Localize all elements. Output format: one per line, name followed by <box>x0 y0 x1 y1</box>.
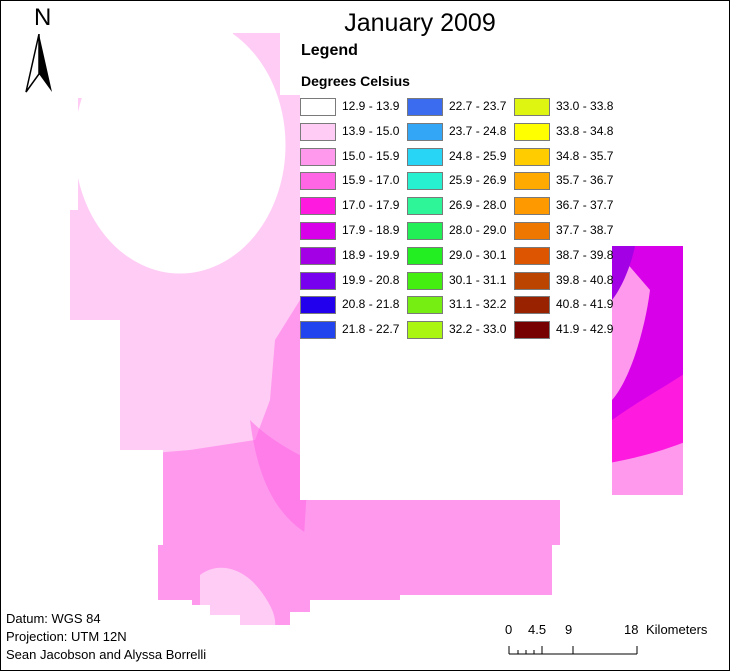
legend-label: 34.8 - 35.7 <box>556 148 614 163</box>
datum-text: Datum: WGS 84 <box>6 611 101 626</box>
legend-swatch <box>514 222 550 240</box>
legend-swatch <box>514 271 550 290</box>
legend-label: 33.0 - 33.8 <box>556 99 614 113</box>
legend-label: 19.9 - 20.8 <box>342 272 400 287</box>
legend-label: 41.9 - 42.9 <box>556 322 614 337</box>
scale-tick-label: 4.5 <box>528 622 547 637</box>
legend: Legend Degrees Celsius 12.9 - 13.9 13.9 -… <box>296 40 616 340</box>
legend-label: 28.0 - 29.0 <box>449 223 507 237</box>
legend-label: 17.9 - 18.9 <box>342 223 400 237</box>
legend-swatch <box>300 222 336 240</box>
north-letter: N <box>34 4 52 31</box>
legend-label: 22.7 - 23.7 <box>449 99 507 113</box>
legend-subtitle: Degrees Celsius <box>301 73 410 89</box>
legend-swatch <box>407 246 443 265</box>
legend-label: 21.8 - 22.7 <box>342 322 400 337</box>
legend-label: 20.8 - 21.8 <box>342 297 400 312</box>
legend-label: 18.9 - 19.9 <box>342 247 400 262</box>
legend-label: 25.9 - 26.9 <box>449 173 507 188</box>
legend-title: Legend <box>301 42 358 59</box>
legend-swatch <box>407 147 443 166</box>
legend-swatch <box>514 172 550 191</box>
legend-label: 35.7 - 36.7 <box>556 173 614 188</box>
projection-text: Projection: UTM 12N <box>6 629 127 644</box>
legend-label: 17.0 - 17.9 <box>342 198 400 213</box>
legend-label: 32.2 - 33.0 <box>449 322 507 337</box>
legend-swatch <box>407 296 443 315</box>
legend-swatch <box>407 172 443 191</box>
legend-swatch <box>300 296 336 315</box>
legend-label: 26.9 - 28.0 <box>449 198 507 213</box>
scale-unit: Kilometers <box>646 622 708 637</box>
legend-swatch <box>407 122 443 141</box>
legend-swatch <box>407 271 443 290</box>
legend-swatch <box>300 172 336 191</box>
legend-swatch <box>407 321 443 340</box>
legend-label: 38.7 - 39.8 <box>556 247 614 262</box>
legend-swatch <box>514 122 550 141</box>
legend-label: 13.9 - 15.0 <box>342 123 400 138</box>
scale-bar: 0 4.5 9 18 Kilometers <box>500 620 720 660</box>
legend-swatch <box>514 147 550 166</box>
legend-swatch <box>407 222 443 240</box>
zone-coolest <box>74 33 286 274</box>
map-title: January 2009 <box>344 9 496 37</box>
legend-label: 33.8 - 34.8 <box>556 123 614 138</box>
legend-label: 24.8 - 25.9 <box>449 148 507 163</box>
authors-text: Sean Jacobson and Alyssa Borrelli <box>6 647 207 662</box>
legend-swatch <box>514 321 550 340</box>
legend-swatch <box>300 246 336 265</box>
legend-label: 36.7 - 37.7 <box>556 198 614 213</box>
scale-tick-label: 9 <box>565 622 573 637</box>
legend-swatch <box>407 197 443 216</box>
legend-label: 15.9 - 17.0 <box>342 173 400 188</box>
legend-swatch <box>300 98 336 116</box>
legend-swatch <box>300 321 336 340</box>
legend-swatch <box>300 271 336 290</box>
legend-swatch <box>514 246 550 265</box>
legend-swatch <box>514 197 550 216</box>
legend-swatch <box>300 197 336 216</box>
legend-swatch <box>300 147 336 166</box>
legend-label: 12.9 - 13.9 <box>342 99 400 113</box>
legend-swatch <box>514 98 550 116</box>
north-arrow-icon <box>25 34 52 93</box>
mask-notch <box>300 420 475 500</box>
legend-label: 31.1 - 32.2 <box>449 297 507 312</box>
legend-label: 15.0 - 15.9 <box>342 148 400 163</box>
scale-bar-ticks <box>508 646 638 655</box>
legend-label: 39.8 - 40.8 <box>556 272 614 287</box>
scale-tick-label: 18 <box>624 622 639 637</box>
legend-swatch <box>300 122 336 141</box>
scale-tick-label: 0 <box>505 622 513 637</box>
legend-label: 29.0 - 30.1 <box>449 247 507 262</box>
legend-swatch <box>407 98 443 116</box>
zone-violet <box>612 246 683 420</box>
legend-label: 37.7 - 38.7 <box>556 223 614 237</box>
legend-label: 40.8 - 41.9 <box>556 297 614 312</box>
legend-label: 23.7 - 24.8 <box>449 123 507 138</box>
zone-purple <box>612 246 635 300</box>
legend-label: 30.1 - 31.1 <box>449 272 507 287</box>
legend-swatch <box>514 296 550 315</box>
